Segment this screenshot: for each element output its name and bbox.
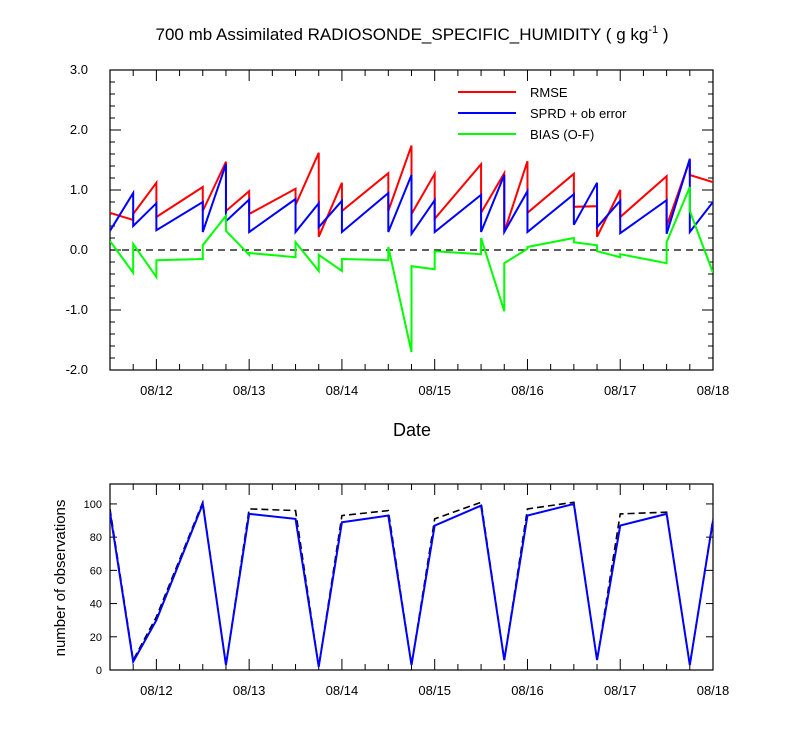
bottom-x-tick-label: 08/15 [418, 683, 451, 698]
bottom-y-tick-label: 80 [90, 532, 102, 544]
top-y-tick-label: -1.0 [66, 302, 88, 317]
top-y-tick-label: 2.0 [70, 122, 88, 137]
bottom-y-tick-label: 0 [96, 665, 102, 677]
top-x-tick-label: 08/14 [326, 383, 359, 398]
legend-label: BIAS (O-F) [530, 127, 594, 142]
bottom-x-tick-label: 08/18 [697, 683, 730, 698]
bottom-x-tick-label: 08/14 [326, 683, 359, 698]
top-x-tick-label: 08/17 [604, 383, 637, 398]
top-x-tick-label: 08/15 [418, 383, 451, 398]
top-y-tick-label: 1.0 [70, 182, 88, 197]
chart-title: 700 mb Assimilated RADIOSONDE_SPECIFIC_H… [156, 24, 669, 44]
bottom-y-axis-label: number of observations [52, 500, 69, 657]
top-y-tick-label: 3.0 [70, 62, 88, 77]
bottom-series-possible [110, 499, 713, 667]
bottom-series-assimilated [110, 500, 713, 667]
top-x-tick-label: 08/13 [233, 383, 266, 398]
top-y-tick-label: 0.0 [70, 242, 88, 257]
top-y-tick-label: -2.0 [66, 362, 88, 377]
bottom-x-tick-label: 08/17 [604, 683, 637, 698]
bottom-x-tick-label: 08/12 [140, 683, 173, 698]
top-x-axis-label: Date [393, 420, 431, 440]
bottom-x-tick-label: 08/16 [511, 683, 544, 698]
top-panel: 08/12 08/13 08/14 08/15 08/16 08/17 08/18 3.0 2.… [66, 62, 730, 398]
legend-label: SPRD + ob error [530, 106, 627, 121]
top-x-tick-label: 08/16 [511, 383, 544, 398]
bottom-y-tick-label: 100 [84, 499, 102, 511]
bottom-panel: 08/12 08/13 08/14 08/15 08/16 08/17 08/18 0 20 40… [84, 483, 730, 698]
legend-label: RMSE [530, 85, 568, 100]
top-series-bias-o-f [110, 186, 713, 353]
bottom-x-tick-label: 08/13 [233, 683, 266, 698]
bottom-y-tick-label: 60 [90, 565, 102, 577]
top-x-tick-label: 08/18 [697, 383, 730, 398]
bottom-y-tick-label: 20 [90, 632, 102, 644]
top-x-tick-label: 08/12 [140, 383, 173, 398]
top-series-sprd-ob-error [110, 158, 713, 238]
bottom-y-tick-label: 40 [90, 599, 102, 611]
